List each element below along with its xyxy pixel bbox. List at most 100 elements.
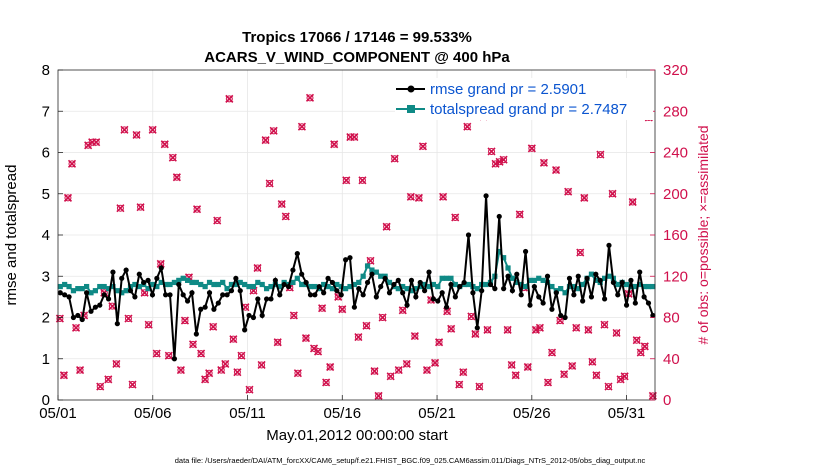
obs-assimilated-marker — [313, 347, 323, 356]
totalspread-point — [290, 279, 296, 286]
totalspread-point — [277, 283, 283, 290]
obs-possible-marker — [621, 372, 629, 380]
rmse-point — [628, 277, 634, 283]
rmse-point — [430, 296, 436, 302]
obs-possible-marker — [508, 361, 516, 369]
obs-possible-marker — [371, 367, 379, 375]
rmse-point — [189, 290, 195, 296]
obs-assimilated-marker — [475, 382, 484, 391]
totalspread-point — [400, 283, 406, 290]
y-right-tick-label: 0 — [663, 392, 671, 409]
obs-possible-marker — [362, 322, 370, 330]
obs-possible-marker — [129, 381, 137, 389]
totalspread-point — [378, 273, 384, 279]
rmse-point — [228, 288, 235, 294]
obs-possible-marker — [641, 342, 649, 350]
rmse-point — [303, 279, 309, 286]
rmse-point — [610, 279, 616, 286]
rmse-point — [382, 275, 388, 281]
obs-assimilated-marker — [192, 205, 202, 214]
totalspread-point — [97, 283, 103, 290]
rmse-point — [540, 300, 546, 306]
totalspread-point — [167, 281, 173, 288]
rmse-point — [307, 292, 314, 298]
totalspread-point — [386, 279, 393, 286]
totalspread-point — [180, 275, 186, 281]
obs-assimilated-marker — [560, 370, 569, 379]
obs-assimilated-marker — [172, 173, 181, 182]
obs-assimilated-marker — [128, 380, 137, 389]
obs-possible-marker — [399, 306, 407, 314]
obs-assimilated-marker — [568, 361, 577, 371]
y-tick-label: 8 — [42, 62, 50, 79]
rmse-point — [408, 277, 415, 283]
y-tick-label: 5 — [42, 186, 50, 203]
obs-assimilated-marker — [132, 130, 141, 140]
obs-assimilated-marker — [398, 306, 407, 315]
rmse-point — [158, 265, 164, 271]
rmse-point — [206, 290, 213, 296]
y-right-axis-label: # of obs: o=possible; ×=assimilated — [695, 125, 711, 344]
obs-assimilated-marker — [394, 366, 403, 375]
obs-assimilated-marker — [535, 323, 544, 332]
rmse-point — [259, 312, 265, 319]
rmse-point — [571, 292, 577, 298]
obs-assimilated-marker — [289, 311, 298, 320]
totalspread-point — [395, 286, 401, 292]
obs-possible-marker — [375, 392, 383, 400]
obs-possible-marker — [221, 360, 229, 368]
rmse-point — [505, 273, 511, 279]
rmse-point — [149, 292, 156, 298]
rmse-point — [233, 275, 239, 281]
totalspread-point — [343, 286, 349, 292]
totalspread-point — [334, 281, 340, 288]
obs-possible-marker — [258, 361, 266, 369]
totalspread-point — [250, 283, 257, 290]
rmse-point — [347, 255, 353, 261]
totalspread-point — [149, 281, 156, 288]
rmse-point — [632, 300, 638, 306]
y-right-tick-label: 240 — [663, 145, 688, 162]
obs-assimilated-marker — [612, 328, 621, 338]
obs-possible-marker — [326, 363, 334, 371]
rmse-point — [544, 273, 551, 279]
obs-possible-marker — [229, 335, 237, 343]
obs-possible-marker — [72, 324, 80, 332]
obs-possible-marker — [596, 151, 604, 159]
obs-assimilated-marker — [572, 323, 581, 332]
obs-assimilated-marker — [511, 371, 520, 380]
obs-possible-marker — [609, 190, 617, 198]
obs-possible-marker — [504, 326, 512, 334]
rmse-point — [558, 312, 564, 319]
obs-assimilated-marker — [201, 375, 210, 384]
obs-assimilated-marker — [539, 158, 549, 167]
totalspread-point — [294, 275, 300, 281]
rmse-point — [562, 314, 568, 321]
obs-assimilated-marker — [273, 338, 282, 347]
rmse-point — [566, 275, 573, 281]
rmse-point — [597, 277, 603, 283]
rmse-point — [127, 288, 134, 294]
obs-possible-marker — [552, 166, 560, 174]
obs-possible-marker — [314, 348, 322, 356]
rmse-point — [483, 193, 489, 199]
obs-possible-marker — [173, 173, 181, 181]
obs-assimilated-marker — [406, 192, 415, 201]
obs-assimilated-marker — [188, 340, 198, 349]
obs-possible-marker — [350, 133, 358, 141]
rmse-point — [501, 286, 507, 292]
y-right-tick-label: 320 — [663, 62, 688, 79]
obs-assimilated-marker — [386, 372, 395, 381]
totalspread-point — [325, 283, 331, 290]
obs-possible-marker — [411, 332, 419, 340]
legend: rmse grand pr = 2.5901 totalspread grand… — [395, 78, 653, 120]
totalspread-point — [105, 286, 112, 292]
y-tick-label: 0 — [42, 392, 50, 409]
rmse-point — [281, 281, 287, 288]
y-right-tick-label: 280 — [663, 103, 688, 120]
rmse-point — [474, 325, 480, 331]
obs-assimilated-marker — [59, 371, 68, 380]
totalspread-point — [364, 263, 371, 269]
obs-possible-marker — [225, 95, 233, 103]
obs-assimilated-marker — [600, 320, 609, 329]
